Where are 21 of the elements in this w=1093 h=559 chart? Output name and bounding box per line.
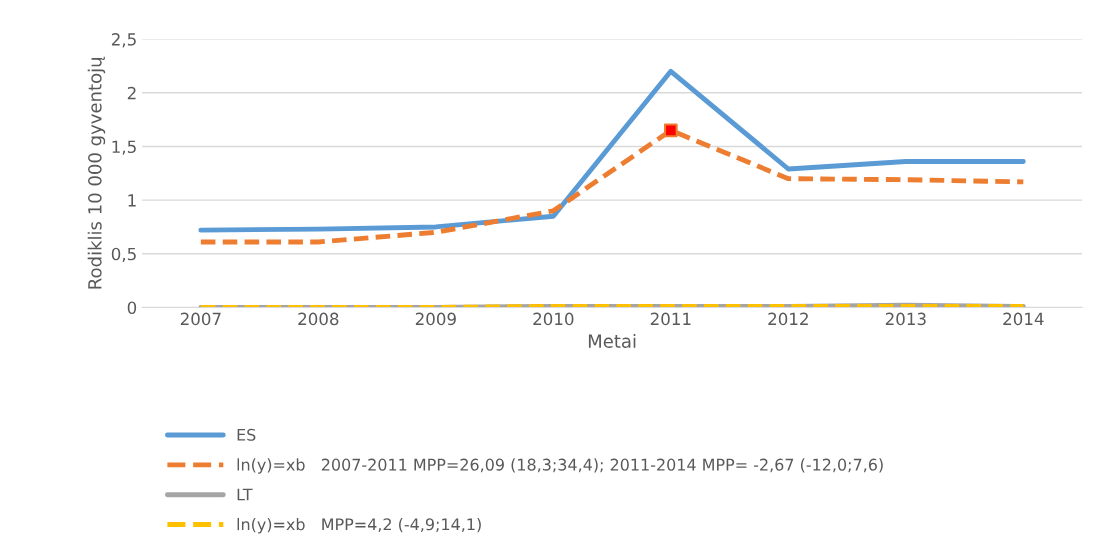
x-tick-label: 2013 <box>885 312 926 326</box>
y-axis-title: Rodiklis 10 000 gyventojų <box>87 56 106 289</box>
x-tick-label: 2012 <box>768 312 808 326</box>
x-tick-label: 2011 <box>650 312 691 326</box>
y-tick-label: 2,5 <box>111 33 136 48</box>
legend-label: LT <box>237 488 253 501</box>
y-tick-label: 0 <box>127 301 137 315</box>
legend-label: ln(y)=xb 2007-2011 MPP=26,09 (18,3;34,4); 2011-2014 MPP= -2,67 (-12,0;7,6) <box>237 458 883 474</box>
y-tick-label: 2 <box>127 86 136 100</box>
legend-label: ln(y)=xb MPP=4,2 (-4,9;14,1) <box>237 517 481 534</box>
y-tick-label: 0,5 <box>111 247 136 263</box>
y-tick-label: 1,5 <box>112 140 136 155</box>
legend-label: ES <box>237 428 256 441</box>
x-tick-label: 2009 <box>415 312 456 326</box>
x-tick-label: 2010 <box>533 312 574 326</box>
y-tick-label: 1 <box>128 194 136 207</box>
x-tick-label: 2014 <box>1003 312 1044 326</box>
x-axis-title: Metai <box>588 334 636 348</box>
x-tick-label: 2007 <box>180 312 221 326</box>
line-series <box>198 68 1026 233</box>
x-tick-label: 2008 <box>298 312 339 326</box>
